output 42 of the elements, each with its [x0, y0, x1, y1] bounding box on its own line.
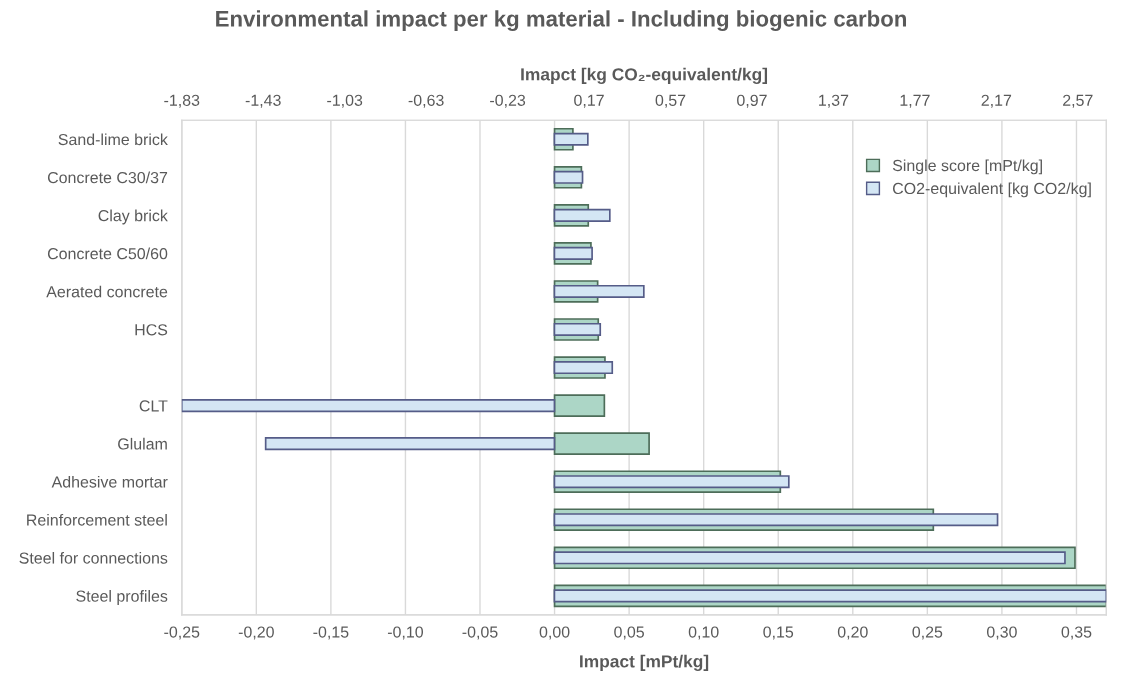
y-tick-label: Adhesive mortar	[51, 475, 168, 488]
y-tick-label: Concrete C50/60	[47, 247, 168, 260]
x-tick-label: -0,20	[238, 626, 274, 640]
y-tick-label: Aerated concrete	[46, 285, 168, 298]
x-tick-label: 0,20	[837, 626, 868, 640]
chart-title: Environmental impact per kg material - Including biogenic carbon	[216, 10, 907, 32]
x2-tick-label: 1,77	[900, 94, 930, 108]
x-tick-label: 0,35	[1061, 626, 1092, 640]
y-tick-label: Concrete C30/37	[47, 171, 168, 184]
x2-tick-label: -1,43	[245, 94, 281, 108]
x2-axis-title: Imapct [kg CO₂-equivalent/kg]	[521, 67, 768, 85]
x2-tick-label: -1,83	[164, 94, 200, 108]
x-tick-label: -0,10	[387, 626, 424, 640]
y-tick-label: Clay brick	[98, 209, 168, 225]
x-tick-label: -0,15	[313, 626, 349, 640]
y-tick-label: Steel profiles	[76, 590, 168, 605]
x2-tick-label: 2,17	[981, 94, 1012, 108]
x-tick-label: -0,25	[164, 626, 200, 640]
x-tick-label: 0,00	[539, 626, 570, 640]
x2-tick-label: -0,63	[408, 94, 444, 108]
x2-tick-label: 0,17	[574, 94, 604, 108]
y-tick-label: Steel for connections	[19, 552, 168, 564]
x2-tick-label: 0,97	[737, 94, 767, 108]
y-tick-label: Glulam	[118, 437, 167, 450]
y-tick-label: Sand-lime brick	[58, 133, 168, 146]
x-tick-label: 0,30	[986, 626, 1017, 640]
x-tick-label: -0,05	[462, 626, 498, 640]
x2-tick-label: 2,57	[1063, 94, 1093, 108]
x-tick-label: 0,10	[688, 626, 719, 640]
x-axis-title: Impact [mPt/kg]	[580, 654, 709, 672]
legend-label: CO2-equivalent [kg CO2/kg]	[892, 182, 1091, 198]
y-tick-label: CLT	[139, 400, 168, 412]
x2-tick-label: 1,37	[819, 94, 849, 108]
x-tick-label: 0,15	[763, 626, 794, 640]
x2-tick-label: 0,57	[655, 94, 686, 108]
x-tick-label: 0,05	[614, 626, 644, 640]
legend-label: Single score [mPt/kg]	[892, 159, 1042, 175]
x-tick-label: 0,25	[912, 626, 943, 640]
y-tick-label: HCS	[135, 324, 168, 336]
x2-tick-label: -1,03	[327, 94, 363, 108]
y-tick-label: Reinforcement steel	[27, 513, 167, 526]
x2-tick-label: -0,23	[490, 94, 526, 108]
